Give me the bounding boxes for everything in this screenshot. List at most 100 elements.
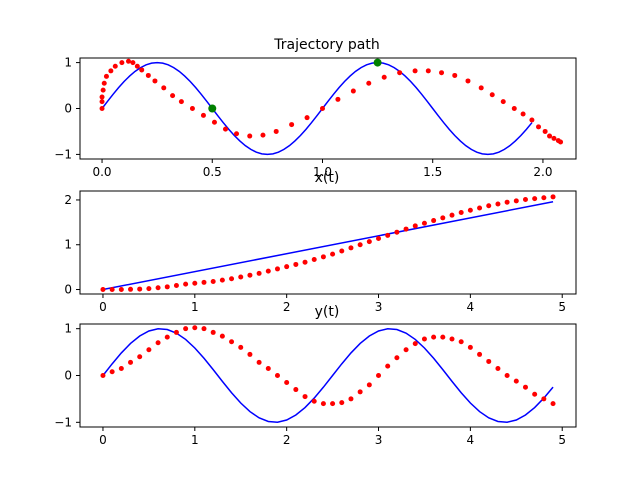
data-point [465, 78, 471, 84]
data-point [412, 68, 418, 74]
data-point [381, 74, 387, 80]
data-point [112, 63, 118, 69]
data-point [500, 99, 506, 105]
x-t-plot-area: 0 1 2 3 4 5 0 1 2 [64, 193, 566, 314]
data-point [477, 205, 483, 211]
data-point [532, 196, 538, 202]
x-tick-label: 1 [191, 300, 199, 314]
data-point [145, 72, 151, 78]
data-point [173, 329, 179, 335]
data-point [234, 131, 240, 137]
data-point [210, 278, 216, 284]
data-point [103, 73, 109, 79]
data-point [339, 248, 345, 254]
data-point [376, 373, 382, 378]
data-point [126, 58, 131, 64]
x-tick-label: 2.0 [533, 165, 552, 179]
data-point [330, 401, 336, 407]
data-point [397, 70, 403, 76]
data-point [256, 270, 262, 276]
data-point [211, 119, 217, 125]
data-point [128, 286, 134, 292]
data-point [201, 326, 207, 332]
x-tick-label: 5 [558, 433, 566, 447]
data-point [522, 197, 528, 203]
y-t-plot-area: 0 1 2 3 4 5 −1 0 1 [54, 322, 566, 447]
data-point [385, 363, 391, 369]
y-tick-label: 1 [64, 56, 72, 70]
data-point [152, 78, 158, 84]
y-tick-label: 0 [64, 102, 72, 116]
x-tick-label: 5 [558, 300, 566, 314]
x-tick-label: 0 [99, 433, 107, 447]
data-point [394, 355, 400, 361]
series-group [100, 325, 556, 423]
data-point [550, 401, 556, 407]
data-point [335, 96, 341, 102]
series-group [100, 194, 556, 293]
x-tick-label: 4 [467, 300, 475, 314]
y-tick-label: −1 [54, 415, 72, 429]
data-point [265, 365, 271, 371]
data-point [320, 401, 326, 407]
data-point [238, 344, 244, 350]
y-tick-label: 2 [64, 193, 72, 207]
data-point [146, 286, 152, 292]
series-line [102, 201, 554, 291]
data-point [155, 340, 161, 346]
data-point [192, 325, 198, 331]
data-point [425, 68, 431, 74]
highlight-marker [208, 104, 217, 113]
data-point [201, 279, 207, 285]
data-point [486, 203, 492, 209]
data-point [357, 389, 363, 395]
data-point [247, 272, 253, 278]
y-tick-label: 1 [64, 322, 72, 336]
x-tick-label: 0.5 [203, 165, 222, 179]
data-point [192, 280, 198, 286]
data-point [302, 394, 308, 400]
data-point [486, 358, 492, 364]
data-point [99, 99, 105, 105]
data-point [137, 286, 143, 292]
data-point [366, 382, 372, 388]
data-point [403, 347, 409, 353]
x-tick-label: 1.0 [313, 165, 332, 179]
data-point [109, 369, 115, 375]
data-point [339, 400, 345, 406]
data-point [200, 112, 206, 118]
data-point [522, 384, 528, 390]
data-point [495, 365, 501, 371]
data-point [541, 396, 547, 402]
data-point [118, 365, 124, 371]
data-point [385, 232, 391, 238]
data-point [449, 336, 455, 342]
data-point [161, 85, 167, 91]
axes-frame [79, 190, 577, 295]
data-point [421, 336, 427, 342]
data-point [439, 70, 445, 76]
data-point [284, 380, 290, 386]
y-tick-label: 0 [64, 369, 72, 383]
data-point [256, 359, 262, 365]
data-point [520, 111, 526, 117]
data-point [348, 245, 354, 251]
data-point [100, 287, 106, 293]
data-point [350, 88, 356, 94]
data-point [366, 80, 372, 86]
axes-frame [79, 323, 577, 428]
data-point [130, 60, 136, 66]
data-point [284, 264, 290, 270]
data-point [403, 226, 409, 232]
data-point [449, 212, 455, 218]
data-point [247, 351, 253, 357]
data-point [504, 373, 510, 378]
data-point [109, 287, 115, 293]
data-point [431, 334, 437, 340]
y-tick-label: 0 [64, 283, 72, 297]
data-point [302, 259, 308, 265]
data-point [293, 261, 299, 267]
data-point [293, 387, 299, 393]
data-point [440, 334, 446, 340]
